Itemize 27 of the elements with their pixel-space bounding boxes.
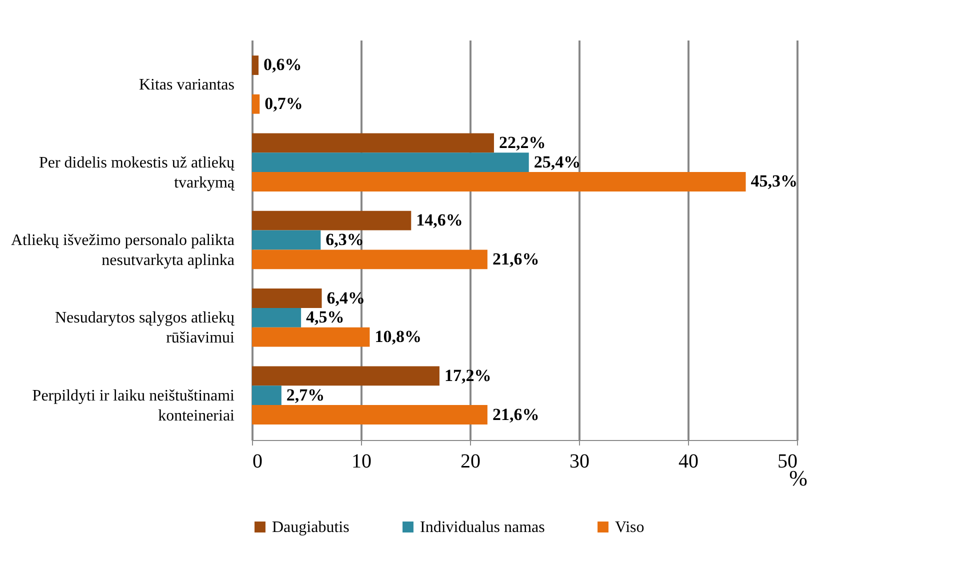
data-label: 21,6% [492,249,540,268]
x-tick-label: 0 [252,450,262,472]
data-label: 25,4% [534,152,581,172]
y-tick-label: Per didelis mokestis už atliekų tvarkymą [38,154,236,192]
x-tick-label: 10 [352,450,372,472]
data-label: 2,7% [286,385,325,404]
data-label: 6,3% [326,230,364,249]
data-label: 6,4% [326,288,366,308]
x-tick-label: 30 [570,450,590,472]
data-label: 45,3% [750,172,798,191]
legend-label: Daugiabutis [272,519,350,536]
data-label: 22,2% [498,132,546,152]
x-tick-label: 40 [678,450,698,472]
data-label: 4,5% [306,308,344,327]
legend-label: Individualus namas [420,519,545,536]
data-label: 21,6% [492,404,540,424]
legend-label: Viso [615,519,644,536]
data-label: 14,6% [416,210,463,230]
y-tick-label: Atliekų išvežimo personalo palikta nesutvarkyta aplinka [11,232,234,269]
y-tick-label: Perpildyti ir laiku neištuštinami konteineriai [32,387,236,424]
data-label: 0,6% [264,55,302,74]
data-label: 0,7% [264,94,303,114]
y-tick-label: Kitas variantas [138,76,234,94]
data-label: 10,8% [374,327,422,346]
x-tick-label: 20 [460,450,480,472]
y-tick-label: Nesudarytos sąlygos atliekų rūšiavimui [54,310,236,347]
data-label: 17,2% [444,366,492,385]
